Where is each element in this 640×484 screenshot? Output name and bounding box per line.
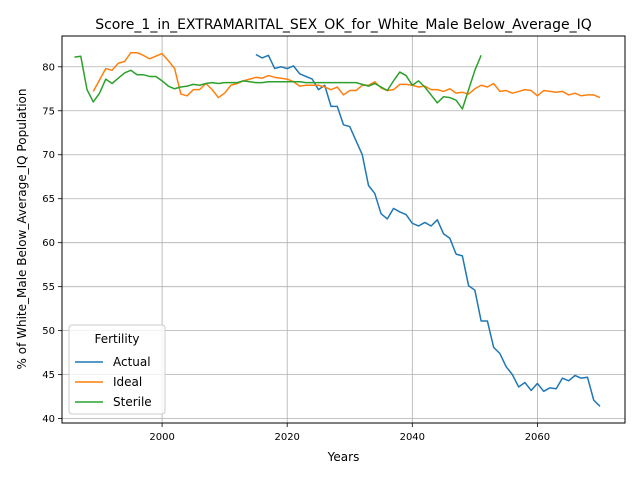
series-line-ideal — [92, 51, 601, 99]
legend-label-actual: Actual — [113, 355, 151, 369]
y-axis-label: % of White_Male Below_Average_IQ Populat… — [15, 89, 29, 370]
plot-frame — [61, 35, 626, 424]
legend: Fertility Actual Ideal Sterile — [68, 324, 166, 415]
x-tick-label: 2060 — [525, 432, 550, 443]
grid — [62, 36, 625, 423]
legend-items: Actual Ideal Sterile — [75, 355, 152, 409]
x-tick-label: 2000 — [149, 432, 174, 443]
y-tick-label: 70 — [42, 150, 55, 161]
legend-box — [68, 324, 166, 415]
y-tick-label: 45 — [42, 370, 55, 381]
y-tick-label: 80 — [42, 62, 55, 73]
y-tick-label: 75 — [42, 106, 55, 117]
x-axis-label: Years — [327, 450, 360, 464]
legend-label-ideal: Ideal — [113, 375, 142, 389]
series-line-sterile — [74, 55, 482, 110]
y-tick-label: 40 — [42, 414, 55, 425]
x-tick-label: 2040 — [400, 432, 425, 443]
x-tick-label: 2020 — [274, 432, 299, 443]
axis-ticks: 2000 2020 2040 2060 40 45 50 55 60 65 70 75 80 — [42, 62, 550, 443]
series-lines — [74, 51, 601, 407]
legend-label-sterile: Sterile — [113, 395, 152, 409]
y-tick-label: 50 — [42, 326, 55, 337]
chart-title: Score_1_in_EXTRAMARITAL_SEX_OK_for_White… — [95, 17, 592, 33]
legend-title: Fertility — [94, 332, 139, 346]
series-line-actual — [255, 53, 601, 407]
y-tick-label: 55 — [42, 282, 55, 293]
y-tick-label: 65 — [42, 194, 55, 205]
y-tick-label: 60 — [42, 238, 55, 249]
